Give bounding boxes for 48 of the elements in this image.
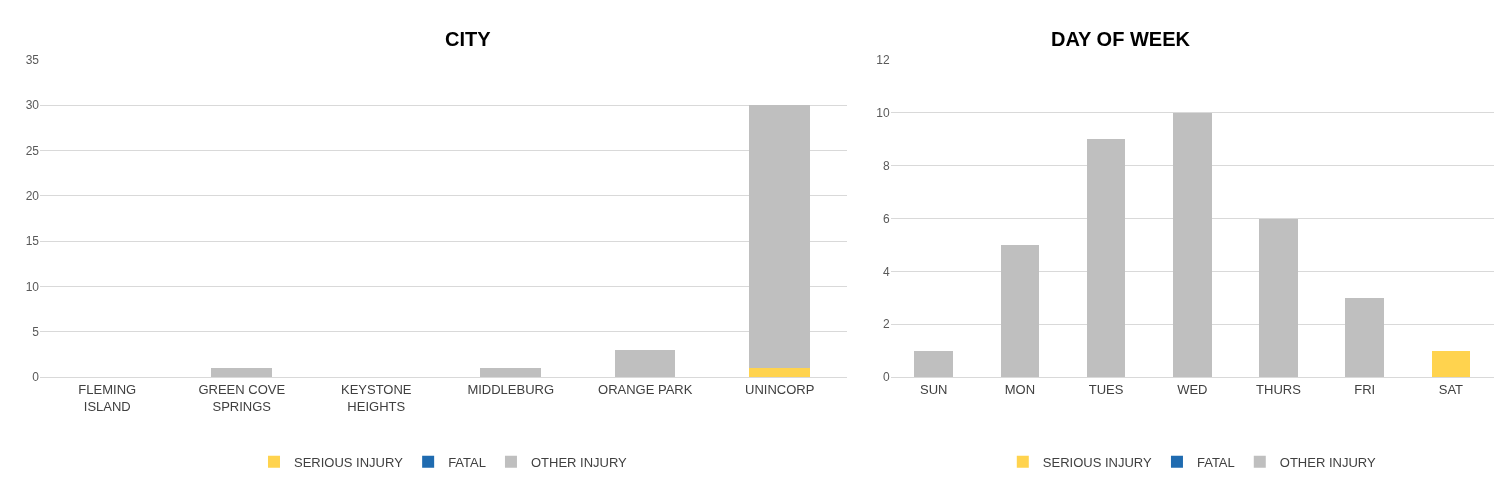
chart-title: DAY OF WEEK: [1051, 28, 1191, 50]
x-tick-label: MIDDLEBURG: [467, 381, 555, 397]
bar: [1086, 139, 1126, 377]
bar: [914, 350, 954, 377]
bar: [749, 367, 810, 377]
y-tick-label: 5: [32, 324, 40, 339]
chart-title: CITY: [445, 28, 492, 50]
x-tick-label: WED: [1177, 381, 1208, 397]
legend-label: FATAL: [448, 454, 486, 470]
x-tick-label: SUN: [919, 381, 948, 397]
y-tick-label: 4: [882, 264, 890, 279]
bar: [211, 367, 272, 377]
bar: [480, 367, 541, 377]
y-tick-label: 35: [25, 53, 40, 68]
x-tick-label: THURS: [1256, 381, 1302, 397]
legend-label: SERIOUS INJURY: [293, 454, 404, 470]
legend-label: SERIOUS INJURY: [1042, 454, 1152, 470]
bar: [1000, 244, 1040, 377]
y-tick-label: 10: [25, 279, 40, 294]
y-tick-label: 0: [882, 370, 890, 385]
legend-label: OTHER INJURY: [530, 454, 628, 470]
y-tick-label: 30: [25, 98, 40, 113]
legend-label: OTHER INJURY: [1279, 454, 1376, 470]
y-tick-label: 25: [25, 143, 40, 158]
y-tick-label: 0: [32, 370, 40, 385]
bar: [1345, 297, 1385, 377]
x-tick-label: FRI: [1354, 381, 1376, 397]
bar: [614, 349, 676, 377]
bar: [1431, 350, 1471, 377]
y-tick-label: 12: [876, 53, 890, 68]
x-tick-label: FLEMING ISLAND: [78, 381, 137, 414]
y-tick-label: 10: [876, 106, 890, 121]
x-tick-label: TUES: [1088, 381, 1124, 397]
y-tick-label: 6: [882, 211, 890, 226]
x-tick-label: KEYSTONE HEIGHTS: [340, 381, 412, 414]
legend-label: FATAL: [1196, 454, 1235, 470]
bar: [749, 105, 810, 368]
bar: [1259, 218, 1298, 377]
y-tick-label: 15: [25, 234, 40, 249]
y-tick-label: 8: [882, 158, 890, 173]
bar: [1172, 112, 1212, 377]
y-tick-label: 20: [25, 189, 40, 204]
x-tick-label: GREEN COVE SPRINGS: [198, 381, 286, 414]
x-tick-label: UNINCORP: [745, 381, 815, 397]
x-tick-label: MON: [1004, 381, 1036, 397]
y-tick-label: 2: [882, 317, 890, 332]
x-tick-label: SAT: [1438, 381, 1464, 397]
x-tick-label: ORANGE PARK: [598, 381, 693, 397]
